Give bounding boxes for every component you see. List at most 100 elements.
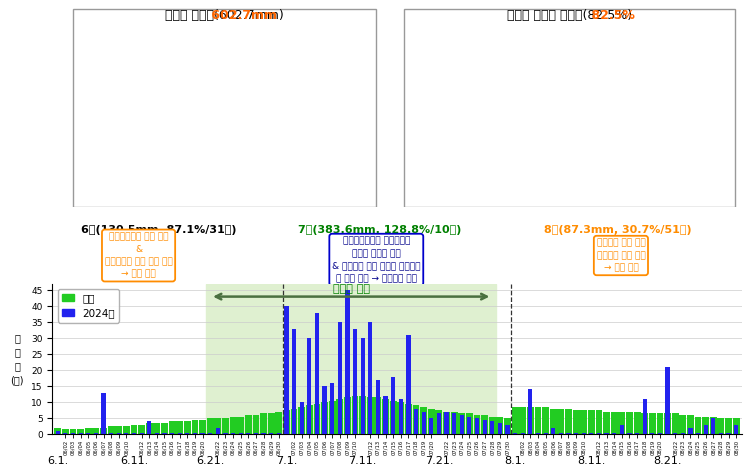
Bar	[657, 413, 664, 434]
Bar	[344, 397, 351, 434]
Bar	[62, 430, 69, 434]
Bar	[193, 433, 197, 434]
Bar	[254, 433, 258, 434]
Y-axis label: 강
수
량
(㎜): 강 수 량 (㎜)	[10, 333, 24, 385]
Bar	[429, 418, 434, 434]
Bar	[597, 433, 601, 434]
Bar	[170, 433, 175, 434]
Text: 602.7mm: 602.7mm	[172, 9, 277, 22]
Bar	[246, 433, 250, 434]
Bar	[535, 407, 542, 434]
Bar	[108, 426, 115, 434]
Bar	[580, 410, 587, 434]
Bar	[482, 420, 487, 434]
Bar	[231, 433, 235, 434]
Bar	[139, 433, 144, 434]
Bar	[77, 430, 84, 434]
Bar	[506, 425, 509, 434]
Bar	[382, 399, 389, 434]
Bar	[70, 430, 76, 434]
Bar	[178, 433, 182, 434]
Bar	[565, 409, 572, 434]
Bar	[292, 329, 296, 434]
Bar	[101, 393, 106, 434]
Bar	[473, 415, 480, 434]
Bar	[725, 418, 732, 434]
Bar	[298, 407, 305, 434]
Bar	[694, 417, 702, 434]
Bar	[208, 433, 212, 434]
Text: 이동성고기압 맑은 날씨
&
북서쪽에서 건조 공기 유입
→ 적은 강수: 이동성고기압 맑은 날씨 & 북서쪽에서 건조 공기 유입 → 적은 강수	[105, 232, 172, 279]
Bar	[452, 413, 456, 434]
Bar	[643, 399, 647, 434]
Bar	[458, 413, 465, 434]
Bar	[610, 412, 618, 434]
Legend: 평년, 2024년: 평년, 2024년	[58, 289, 119, 322]
Bar	[100, 428, 107, 434]
Bar	[300, 402, 304, 434]
Bar	[169, 421, 175, 434]
Bar	[147, 421, 151, 434]
Bar	[261, 433, 266, 434]
Bar	[237, 417, 244, 434]
Bar	[451, 412, 458, 434]
Text: 북태평양고기압 가장자리로
다량의 수증기 유입
& 우리나라 북쪽 저기압 정체되며
찬 공기 유입 → 정체전선 발달: 북태평양고기압 가장자리로 다량의 수증기 유입 & 우리나라 북쪽 저기압 정…	[332, 236, 420, 283]
Bar	[336, 399, 343, 434]
Bar	[589, 433, 593, 434]
Text: 82.5%: 82.5%	[504, 9, 634, 22]
Bar	[414, 409, 418, 434]
Bar	[559, 433, 563, 434]
Bar	[55, 428, 61, 434]
Bar	[130, 425, 137, 434]
Bar	[155, 433, 159, 434]
Bar	[712, 418, 715, 434]
Bar	[413, 405, 419, 434]
Bar	[544, 433, 548, 434]
Text: 7월(383.6mm, 128.8%/10위): 7월(383.6mm, 128.8%/10위)	[298, 225, 461, 235]
Bar	[512, 407, 518, 434]
Bar	[291, 409, 297, 434]
Bar	[634, 412, 640, 434]
Bar	[542, 407, 549, 434]
Bar	[389, 401, 396, 434]
Bar	[573, 410, 580, 434]
Bar	[710, 417, 717, 434]
Bar	[283, 410, 290, 434]
Bar	[406, 335, 410, 434]
Bar	[321, 402, 328, 434]
Bar	[207, 284, 496, 434]
Bar	[276, 412, 282, 434]
Bar	[673, 433, 677, 434]
Bar	[117, 433, 121, 434]
Bar	[285, 306, 288, 434]
Bar	[391, 377, 395, 434]
Bar	[71, 433, 75, 434]
Bar	[557, 409, 564, 434]
Bar	[595, 410, 602, 434]
Bar	[185, 433, 189, 434]
Bar	[551, 428, 555, 434]
Bar	[626, 412, 633, 434]
Bar	[628, 433, 631, 434]
Bar	[672, 413, 679, 434]
Bar	[550, 409, 557, 434]
Bar	[64, 433, 67, 434]
Bar	[351, 396, 359, 434]
Bar	[329, 401, 336, 434]
Bar	[635, 433, 639, 434]
Bar	[367, 397, 374, 434]
Bar	[703, 425, 708, 434]
Bar	[679, 415, 686, 434]
Bar	[527, 407, 534, 434]
Bar	[603, 412, 610, 434]
Bar	[268, 413, 275, 434]
Bar	[398, 402, 404, 434]
Bar	[374, 397, 381, 434]
Bar	[115, 426, 122, 434]
Bar	[536, 433, 540, 434]
Bar	[619, 412, 625, 434]
Bar	[86, 433, 91, 434]
Bar	[437, 413, 441, 434]
Bar	[369, 322, 372, 434]
Bar	[146, 423, 153, 434]
